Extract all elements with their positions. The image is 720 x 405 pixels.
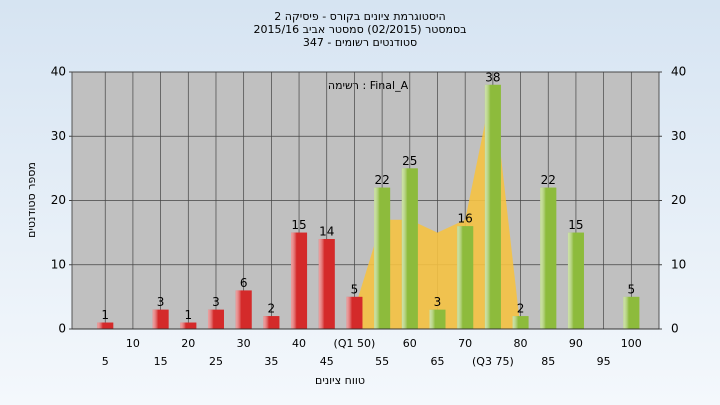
bar-shine: [263, 316, 280, 329]
x-tick-label: 40: [292, 337, 306, 350]
x-tick-label: 55: [375, 355, 389, 368]
overlay-area: [354, 84, 521, 329]
bar-shine: [567, 232, 584, 329]
chart-subtitle: סטודנטים רשומים - 347: [303, 36, 417, 49]
y-tick-label: 10: [51, 257, 66, 271]
bar-shine: [429, 309, 446, 329]
chart-subtitle: בסמסטר (02/2015) סמסטר אביב 2015/16: [253, 23, 466, 36]
bar-shine: [207, 309, 224, 329]
bar-shine: [291, 232, 308, 329]
bar-shine: [401, 168, 418, 329]
y2-tick-label: 10: [671, 257, 686, 271]
y2-tick-label: 0: [671, 322, 679, 336]
value-label: 38: [485, 70, 500, 84]
y-tick-label: 20: [51, 193, 66, 207]
x-tick-label: 60: [403, 337, 417, 350]
x-tick-label: 80: [514, 337, 528, 350]
value-label: 3: [157, 295, 165, 309]
value-label: 15: [568, 218, 583, 232]
value-label: 15: [291, 218, 306, 232]
x-tick-label: 20: [181, 337, 195, 350]
x-tick-label: 95: [597, 355, 611, 368]
x-tick-label: 10: [126, 337, 140, 350]
bar-shine: [180, 322, 197, 329]
x-tick-label: 85: [541, 355, 555, 368]
annotation: רשימה : Final_A: [328, 79, 409, 92]
value-label: 1: [101, 308, 109, 322]
x-tick-label: 100: [621, 337, 642, 350]
x-tick-label: 25: [209, 355, 223, 368]
x-tick-label: 5: [102, 355, 109, 368]
x-tick-label: 35: [264, 355, 278, 368]
value-label: 2: [517, 302, 525, 316]
bar-shine: [623, 296, 640, 329]
value-label: 3: [212, 295, 220, 309]
x-tick-label: 65: [430, 355, 444, 368]
y-axis-label: מספר סטודנטים: [25, 162, 38, 238]
y-tick-label: 0: [58, 322, 66, 336]
bar-shine: [484, 84, 501, 329]
value-label: 22: [541, 173, 556, 187]
x-axis-label: טווח ציונים: [315, 374, 365, 387]
x-tick-label: 70: [458, 337, 472, 350]
y2-tick-label: 20: [671, 193, 686, 207]
y-tick-label: 30: [51, 129, 66, 143]
x-tick-label: 30: [237, 337, 251, 350]
bar-shine: [235, 290, 252, 329]
value-label: 1: [184, 308, 192, 322]
value-label: 6: [240, 276, 248, 290]
bar-shine: [346, 296, 363, 329]
bar-shine: [152, 309, 169, 329]
bar-shine: [540, 187, 557, 329]
value-label: 5: [627, 282, 635, 296]
value-label: 25: [402, 154, 417, 168]
value-label: 22: [374, 173, 389, 187]
bar-shine: [318, 239, 335, 329]
x-tick-label: 15: [154, 355, 168, 368]
x-tick-label: 45: [320, 355, 334, 368]
value-label: 14: [319, 225, 334, 239]
bar-shine: [512, 316, 529, 329]
y2-tick-label: 40: [671, 65, 686, 79]
chart-title: היסטוגרמת ציונים בקורס - פיסיקה 2: [274, 10, 445, 23]
y2-tick-label: 30: [671, 129, 686, 143]
bar-shine: [457, 226, 474, 329]
x-tick-label: (Q3 75): [472, 355, 514, 368]
x-tick-label: 90: [569, 337, 583, 350]
value-label: 16: [458, 212, 473, 226]
value-label: 5: [351, 282, 359, 296]
y-tick-label: 40: [51, 65, 66, 79]
x-tick-label: (Q1 50): [334, 337, 376, 350]
bar-shine: [97, 322, 114, 329]
bar-shine: [374, 187, 391, 329]
value-label: 3: [434, 295, 442, 309]
value-label: 2: [268, 302, 276, 316]
